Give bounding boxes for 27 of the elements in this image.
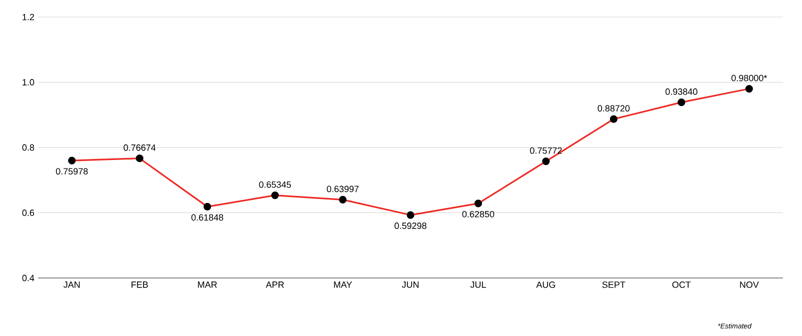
y-tick-label: 0.8 (22, 144, 34, 151)
data-label: 0.75772 (530, 147, 562, 154)
data-label: 0.88720 (598, 105, 630, 112)
x-tick-label: MAR (198, 282, 217, 288)
data-label: 0.76674 (124, 144, 156, 151)
data-label: 0.75978 (56, 168, 88, 175)
x-tick-label: APR (266, 282, 284, 288)
x-tick-label: SEPT (602, 282, 626, 288)
data-label: 0.63997 (326, 186, 359, 192)
x-tick-label: OCT (672, 282, 691, 288)
x-tick-label: AUG (536, 282, 556, 288)
data-label: 0.59298 (394, 222, 426, 229)
data-label: 0.65345 (259, 181, 291, 188)
data-label: 0.98000* (731, 74, 767, 82)
y-tick-label: 0.4 (22, 274, 34, 282)
y-tick-label: 0.6 (22, 210, 34, 216)
x-tick-label: JAN (64, 282, 80, 288)
data-label: 0.61848 (191, 214, 224, 221)
x-tick-label: JUL (470, 282, 486, 288)
data-label: 0.93840 (665, 88, 698, 95)
data-label: 0.62850 (462, 210, 494, 218)
x-tick-label: NOV (740, 282, 759, 288)
y-tick-label: 1.2 (22, 14, 34, 20)
x-tick-label: FEB (132, 282, 148, 288)
x-tick-label: JUN (402, 282, 419, 288)
y-tick-label: 1.0 (22, 79, 34, 86)
x-tick-label: MAY (334, 282, 352, 288)
